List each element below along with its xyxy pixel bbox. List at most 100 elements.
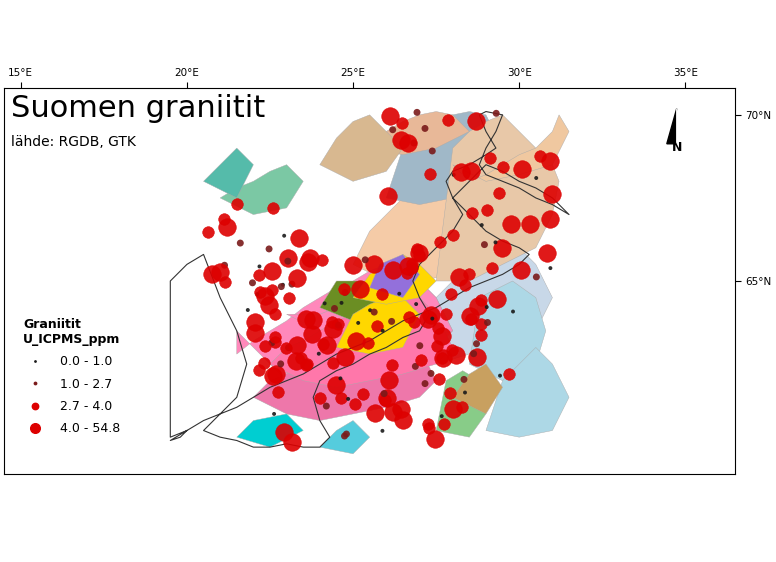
Point <box>253 262 265 271</box>
Point <box>218 261 230 270</box>
Point <box>419 379 431 388</box>
Point <box>386 361 399 370</box>
Legend: 0.0 - 1.0, 1.0 - 2.7, 2.7 - 4.0, 4.0 - 54.8: 0.0 - 1.0, 1.0 - 2.7, 2.7 - 4.0, 4.0 - 5… <box>18 313 126 441</box>
Polygon shape <box>237 414 303 447</box>
Point <box>378 389 390 398</box>
Point <box>486 264 498 273</box>
Point <box>318 299 331 308</box>
Point <box>386 317 398 326</box>
Point <box>307 316 320 325</box>
Point <box>282 343 295 352</box>
Point <box>470 339 483 348</box>
Point <box>295 353 307 362</box>
Point <box>422 314 435 323</box>
Point <box>401 269 414 278</box>
Point <box>484 154 497 163</box>
Point <box>465 167 477 176</box>
Polygon shape <box>452 115 569 182</box>
Point <box>349 400 362 409</box>
Text: lähde: RGDB, GTK: lähde: RGDB, GTK <box>12 134 137 148</box>
Point <box>266 203 279 212</box>
Point <box>546 190 559 199</box>
Point <box>268 332 281 341</box>
Point <box>459 280 471 289</box>
Point <box>467 349 480 358</box>
Point <box>476 220 488 229</box>
Point <box>465 314 477 323</box>
Point <box>302 257 314 266</box>
Point <box>265 266 278 275</box>
Point <box>395 404 407 413</box>
Point <box>436 332 449 341</box>
Point <box>436 353 449 362</box>
Point <box>352 319 365 328</box>
Point <box>414 341 426 350</box>
Point <box>475 296 487 305</box>
Polygon shape <box>286 274 452 347</box>
Point <box>220 223 233 232</box>
Point <box>268 337 281 346</box>
Polygon shape <box>436 115 559 281</box>
Point <box>320 401 333 410</box>
Point <box>406 264 418 273</box>
Point <box>424 369 437 378</box>
Point <box>481 318 494 327</box>
Point <box>422 419 435 428</box>
Point <box>472 301 484 310</box>
Point <box>338 284 350 293</box>
Point <box>278 231 290 240</box>
Point <box>369 409 381 418</box>
Point <box>282 294 295 303</box>
Point <box>447 231 459 240</box>
Point <box>534 152 546 161</box>
Point <box>481 206 494 215</box>
Point <box>503 369 515 378</box>
Point <box>458 375 470 384</box>
Point <box>230 200 243 209</box>
Point <box>253 365 265 374</box>
Polygon shape <box>320 420 369 454</box>
Point <box>445 289 457 298</box>
Point <box>410 300 422 309</box>
Point <box>254 288 266 297</box>
Point <box>470 116 483 125</box>
Point <box>544 264 556 273</box>
Point <box>426 147 438 156</box>
Polygon shape <box>353 255 436 304</box>
Text: Suomen graniitit: Suomen graniitit <box>12 94 265 123</box>
Point <box>507 307 519 316</box>
Point <box>439 309 452 318</box>
Point <box>446 346 459 355</box>
Point <box>219 278 231 287</box>
Point <box>338 352 351 361</box>
Point <box>383 111 396 120</box>
Polygon shape <box>237 264 452 404</box>
Point <box>253 271 265 280</box>
Polygon shape <box>436 371 486 437</box>
Point <box>300 314 312 323</box>
Point <box>279 343 292 352</box>
Point <box>409 362 421 371</box>
Polygon shape <box>254 331 436 420</box>
Point <box>408 318 421 327</box>
Point <box>407 138 420 147</box>
Point <box>300 361 313 370</box>
Point <box>402 138 414 147</box>
Point <box>376 427 389 436</box>
Polygon shape <box>270 288 452 387</box>
Point <box>471 352 483 361</box>
Point <box>419 124 431 133</box>
Point <box>403 312 415 321</box>
Point <box>428 434 441 443</box>
Point <box>466 209 478 217</box>
Point <box>435 237 447 246</box>
Point <box>293 233 305 242</box>
Polygon shape <box>369 298 420 341</box>
Point <box>383 191 395 200</box>
Polygon shape <box>203 148 254 198</box>
Polygon shape <box>469 281 546 380</box>
Point <box>475 331 487 340</box>
Point <box>368 260 380 269</box>
Point <box>404 269 417 278</box>
Point <box>402 262 414 271</box>
